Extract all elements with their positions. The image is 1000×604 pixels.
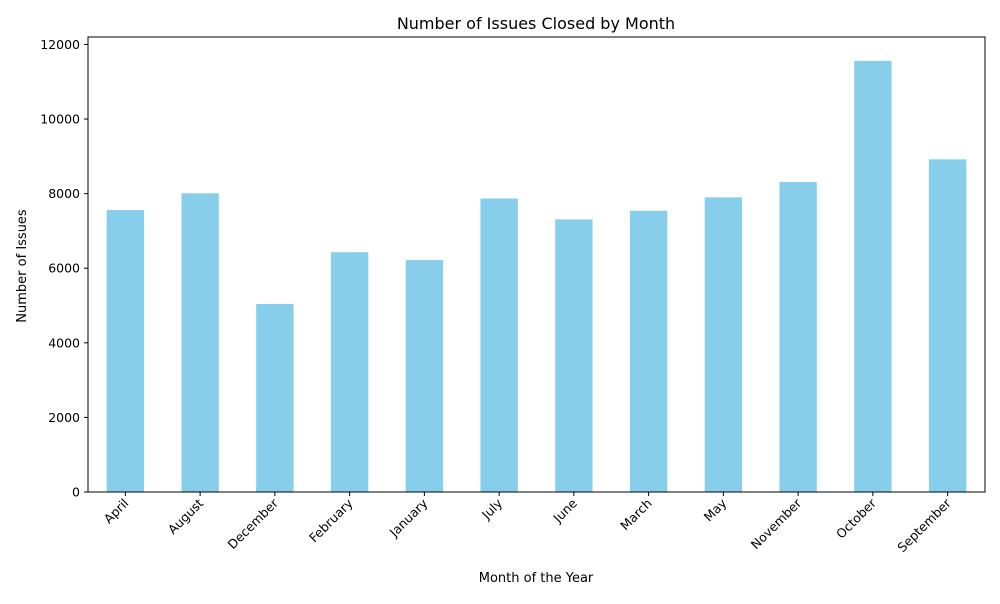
x-tick-label: May xyxy=(701,495,730,524)
bar-december xyxy=(256,304,294,492)
y-tick-label: 10000 xyxy=(40,112,80,127)
chart-title: Number of Issues Closed by Month xyxy=(397,14,675,33)
bar-april xyxy=(106,210,145,492)
y-axis-label: Number of Issues xyxy=(15,209,30,323)
bar-may xyxy=(704,197,743,493)
y-tick-label: 0 xyxy=(72,485,80,500)
x-tick-label: February xyxy=(306,495,356,545)
x-tick-label: November xyxy=(748,495,805,552)
x-axis-label: Month of the Year xyxy=(479,571,594,586)
x-tick-label: December xyxy=(225,495,282,552)
bar-july xyxy=(480,198,518,492)
bar-march xyxy=(629,210,668,492)
bar-november xyxy=(779,182,817,492)
x-tick-label: June xyxy=(549,495,580,526)
bars-group xyxy=(106,60,967,493)
x-tick-label: January xyxy=(386,495,431,540)
y-tick-label: 12000 xyxy=(40,37,80,52)
x-axis-ticks: April August December February January July Ju… xyxy=(101,492,954,555)
x-tick-label: July xyxy=(478,495,506,523)
x-tick-label: March xyxy=(617,496,655,534)
plot-area-frame xyxy=(87,36,986,493)
bar-february xyxy=(330,252,369,492)
bar-october xyxy=(854,60,892,493)
y-tick-label: 8000 xyxy=(48,186,80,201)
y-tick-label: 6000 xyxy=(48,261,80,276)
bar-january xyxy=(405,260,444,492)
x-tick-label: October xyxy=(833,495,880,542)
y-tick-label: 2000 xyxy=(48,410,80,425)
x-tick-label: April xyxy=(101,496,132,527)
bar-august xyxy=(181,193,219,492)
bar-june xyxy=(555,219,593,492)
bar-september xyxy=(928,159,967,492)
y-axis-ticks: 0 2000 4000 6000 8000 10000 12000 xyxy=(40,37,88,500)
y-tick-label: 4000 xyxy=(48,335,80,350)
x-tick-label: August xyxy=(165,495,207,537)
x-tick-label: September xyxy=(894,495,954,555)
